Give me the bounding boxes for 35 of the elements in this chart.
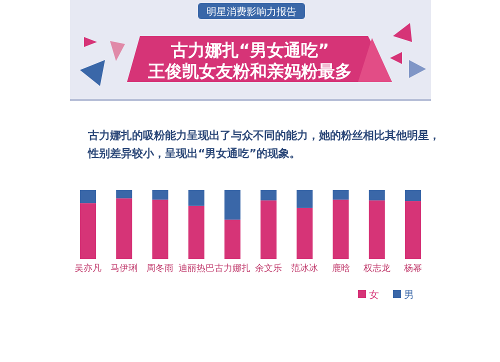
bar (260, 200, 277, 259)
bar (405, 190, 421, 202)
bar (332, 200, 349, 259)
x-tick-label: 周冬雨 (146, 263, 174, 274)
bar (405, 201, 421, 259)
bar (116, 190, 132, 198)
x-tick-label: 吴亦凡 (74, 263, 102, 274)
x-tick-label: 杨幂 (403, 263, 422, 274)
bar (80, 203, 96, 259)
bar (368, 200, 385, 259)
legend-label: 女 (369, 289, 379, 301)
x-tick-label: 范冰冰 (291, 263, 318, 274)
x-tick-label: 迪丽热巴 (178, 263, 214, 274)
bar (188, 206, 204, 259)
x-tick-label: 古力娜扎 (214, 263, 250, 274)
bar (152, 200, 168, 259)
bar (296, 190, 313, 208)
text: 明星消费影响力报告 (206, 6, 296, 18)
bar (116, 198, 132, 259)
bar (188, 190, 204, 206)
bar (260, 190, 277, 200)
legend-label: 男 (404, 290, 414, 301)
x-tick-label: 鹿晗 (332, 263, 350, 274)
chart-title: 古力娜扎“男女通吃” 王俊凯女友粉和亲妈粉最多 (147, 41, 352, 82)
bar (80, 190, 96, 204)
bar (296, 208, 313, 259)
bar (332, 190, 349, 200)
bar (224, 190, 240, 220)
bar (368, 190, 385, 200)
chart-subtitle: 古力娜扎的吸粉能力呈现出了与众不同的能力，她的粉丝相比其他明星，性别差异较小，呈现出“男女通吃”的现象。 (87, 129, 440, 160)
x-tick-label: 余文乐 (255, 263, 282, 274)
bar (152, 190, 168, 200)
x-tick-label: 权志龙 (362, 263, 390, 274)
bar (224, 220, 240, 259)
x-tick-label: 马伊琍 (110, 263, 138, 274)
